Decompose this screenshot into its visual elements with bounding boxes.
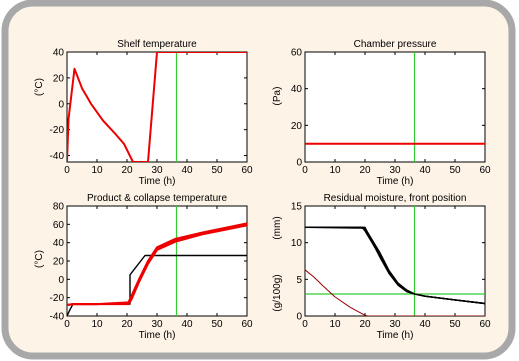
plot-area <box>304 205 486 317</box>
y-tick-label: 20 <box>53 257 65 268</box>
x-axis-label: Time (h) <box>377 176 414 187</box>
data-layer <box>305 206 485 316</box>
y-tick-label: 40 <box>53 238 65 249</box>
x-tick-label: 40 <box>181 165 193 176</box>
plot-area <box>66 205 248 317</box>
y-tick-label: 5 <box>296 275 302 286</box>
x-tick-label: 40 <box>419 165 431 176</box>
y-tick-label: 0 <box>296 312 302 323</box>
x-tick-label: 0 <box>64 319 70 330</box>
x-tick-label: 0 <box>64 165 70 176</box>
y-axis-label-secondary: (g/100g) <box>272 274 283 311</box>
y-tick-label: 0 <box>296 158 302 169</box>
x-tick-label: 20 <box>359 165 371 176</box>
chart-4: Residual moisture, front position 0 10 20 30… <box>272 193 491 341</box>
series-line-5 <box>305 269 485 316</box>
chart-title: Shelf temperature <box>117 39 197 50</box>
chart-title: Residual moisture, front position <box>324 193 467 204</box>
x-tick-label: 60 <box>241 165 253 176</box>
plot-area <box>304 51 486 163</box>
y-axis-label: (°C) <box>34 78 45 96</box>
plot-area <box>66 51 248 163</box>
x-tick-label: 60 <box>479 165 491 176</box>
y-tick-label: 10 <box>291 238 303 249</box>
data-layer <box>67 206 247 316</box>
y-tick-label: -20 <box>50 125 65 136</box>
series-line-4 <box>305 226 485 305</box>
x-axis-label: Time (h) <box>139 176 176 187</box>
y-axis-label: (Pa) <box>272 87 283 106</box>
x-tick-label: 50 <box>211 165 223 176</box>
y-tick-label: -20 <box>50 293 65 304</box>
y-axis-label: (°C) <box>34 250 45 268</box>
y-tick-label: 20 <box>53 73 65 84</box>
data-layer <box>305 52 485 162</box>
y-tick-label: 0 <box>58 99 64 110</box>
series-line-1 <box>67 52 247 162</box>
x-tick-label: 20 <box>359 319 371 330</box>
x-tick-label: 40 <box>181 319 193 330</box>
y-tick-label: 40 <box>291 84 303 95</box>
x-tick-label: 60 <box>241 319 253 330</box>
y-axis-label: (mm) <box>272 216 283 239</box>
x-tick-label: 0 <box>302 165 308 176</box>
x-axis-label: Time (h) <box>377 330 414 341</box>
x-tick-label: 50 <box>449 319 461 330</box>
x-tick-label: 30 <box>389 165 401 176</box>
x-tick-label: 10 <box>329 165 341 176</box>
y-tick-label: 60 <box>53 220 65 231</box>
x-tick-label: 30 <box>389 319 401 330</box>
chart-title: Chamber pressure <box>354 39 437 50</box>
y-tick-label: 0 <box>58 275 64 286</box>
x-tick-label: 20 <box>121 165 133 176</box>
y-tick-label: 40 <box>53 48 65 59</box>
x-tick-label: 10 <box>91 319 103 330</box>
y-tick-label: -40 <box>50 151 65 162</box>
series-line-4 <box>67 223 247 306</box>
x-tick-label: 10 <box>329 319 341 330</box>
x-tick-label: 50 <box>449 165 461 176</box>
y-tick-label: 15 <box>291 202 303 213</box>
chart-1: Shelf temperature 0 10 20 30 40 50 60 -40 -20 0 20 4… <box>34 39 253 187</box>
x-tick-label: 30 <box>151 165 163 176</box>
x-tick-label: 50 <box>211 319 223 330</box>
x-axis-label: Time (h) <box>139 330 176 341</box>
x-tick-label: 20 <box>121 319 133 330</box>
y-tick-label: 80 <box>53 202 65 213</box>
chart-title: Product & collapse temperature <box>87 193 228 204</box>
y-tick-label: -40 <box>50 312 65 323</box>
y-tick-label: 60 <box>291 48 303 59</box>
data-layer <box>67 52 247 162</box>
x-tick-label: 10 <box>91 165 103 176</box>
chart-2: Chamber pressure 0 10 20 30 40 50 60 0 20 40 60 Time… <box>272 39 491 187</box>
x-tick-label: 40 <box>419 319 431 330</box>
y-tick-label: 20 <box>291 121 303 132</box>
x-tick-label: 60 <box>479 319 491 330</box>
x-tick-label: 30 <box>151 319 163 330</box>
chart-3: Product & collapse temperature 0 10 20 30 40 5… <box>34 193 253 341</box>
x-tick-label: 0 <box>302 319 308 330</box>
